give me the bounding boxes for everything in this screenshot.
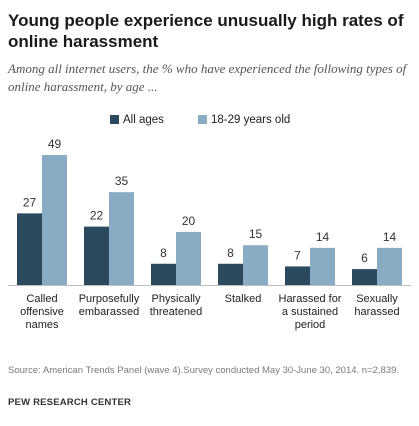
bar-chart: 27 49 Called offensive names 22 35 Purposefully… [8,137,411,331]
bar-18-29-0 [42,155,67,285]
legend-item-all-ages: All ages [110,114,164,126]
bar-18-29-3 [243,245,268,285]
data-label-all-ages-2: 8 [160,246,167,260]
data-label-all-ages-4: 7 [294,248,301,262]
chart-title: Young people experience unusually high r… [8,11,404,51]
data-label-all-ages-5: 6 [361,251,368,265]
data-label-18-29-5: 14 [383,230,397,244]
legend-label-all-ages: All ages [123,114,164,126]
bar-all-ages-0 [17,213,42,285]
category-label-2: Physically threatened [150,293,203,318]
category-label-5: Sexually harassed [354,293,399,318]
legend-swatch-all-ages [110,115,119,124]
data-label-all-ages-1: 22 [90,209,104,223]
legend: All ages 18-29 years old [0,114,419,130]
bar-all-ages-1 [84,226,109,285]
data-label-all-ages-0: 27 [23,195,37,209]
chart-subtitle: Among all internet users, the % who have… [8,61,407,94]
bar-all-ages-4 [285,266,310,285]
category-label-3: Stalked [225,293,262,305]
legend-label-18-29: 18-29 years old [211,114,291,126]
source-note: Source: American Trends Panel (wave 4).S… [8,365,400,376]
data-label-18-29-0: 49 [48,137,62,151]
bar-18-29-5 [377,247,402,285]
category-label-1: Purposefully embarassed [79,293,140,318]
bar-18-29-2 [176,231,201,285]
bar-18-29-4 [310,247,335,285]
legend-swatch-18-29 [198,115,207,124]
data-label-all-ages-3: 8 [227,246,234,260]
bar-all-ages-3 [218,263,243,285]
data-label-18-29-4: 14 [316,230,330,244]
data-label-18-29-2: 20 [182,214,196,228]
data-label-18-29-3: 15 [249,227,263,241]
category-label-0: Called offensive names [20,293,64,331]
bar-all-ages-5 [352,269,377,285]
category-label-4: Harassed for a sustained period [279,293,342,331]
bar-all-ages-2 [151,263,176,285]
legend-item-18-29: 18-29 years old [198,114,290,126]
data-label-18-29-1: 35 [115,174,129,188]
pew-research-center-label: PEW RESEARCH CENTER [8,397,132,408]
bar-18-29-1 [109,192,134,285]
